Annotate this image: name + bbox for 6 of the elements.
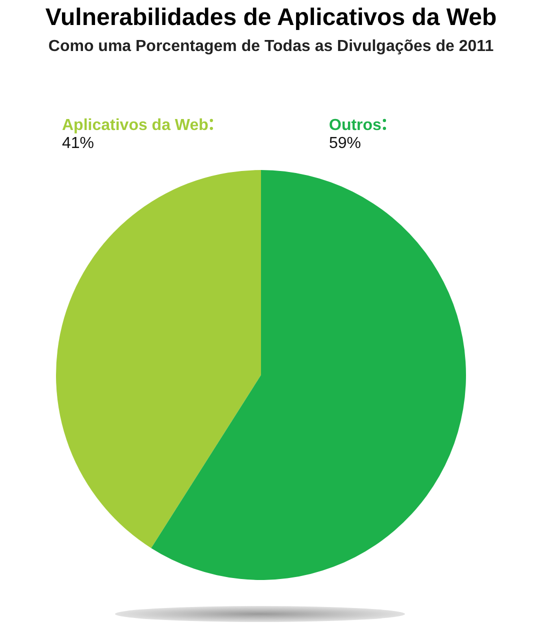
data-label: 41% bbox=[62, 135, 94, 152]
chart-subtitle: Como uma Porcentagem de Todas as Divulgações de 2011 bbox=[47, 38, 495, 56]
legend-label: Aplicativos da Web bbox=[62, 117, 209, 134]
data-label: 59% bbox=[329, 135, 362, 152]
legend-label: Outros bbox=[329, 117, 382, 134]
chart-title: Vulnerabilidades de Aplicativos da Web bbox=[44, 4, 498, 32]
